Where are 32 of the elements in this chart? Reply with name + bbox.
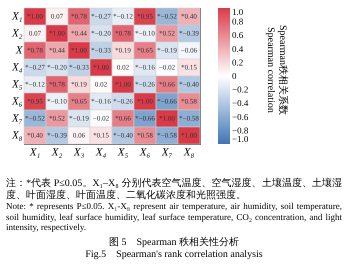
color-bar-label: 1.0 [232, 7, 244, 17]
text: Note: * represents P≤0.05. X₁-X₈ represent air temperature, air humidity, soil temperature, soil humidity, leaf surface humidity, leaf surface temperature, CO₂ concentration, and light intensity, respectively. [6, 201, 342, 232]
x-tick-label: X₅ [116, 146, 128, 158]
color-bar-label: 0.6 [232, 30, 244, 40]
x-tick-label: X₈ [182, 146, 194, 158]
y-tick-label: X₄ [10, 62, 23, 74]
y-tick-label: X [14, 44, 24, 56]
caption: Fig.5 Spearman's rank correlation analysis [84, 248, 264, 260]
x-tick-label: X₆ [138, 146, 150, 158]
x-tick-label: X₇ [160, 146, 172, 158]
color-bar-label: −0.6 [232, 112, 249, 122]
text: 注：*代表 P≤0.05。X₁–X₈ 分别代表空气温度、空气湿度、土壤温度、土壤湿度、叶面湿度、叶面温度、二氧化碳浓度和光照强度。 [6, 178, 342, 201]
caption: 图 5 Spearman 秩相关性分析 [108, 236, 240, 248]
color-bar-label: −0.8 [232, 125, 249, 136]
color-bar-label: 0.4 [232, 44, 244, 54]
color-bar-title: Spearman秩相关系数 Spearman correlation [265, 25, 289, 115]
x-tick-label: X₁ [28, 146, 40, 158]
y-tick-label: X₆ [10, 96, 23, 108]
x-tick-label: X₃ [72, 146, 84, 158]
y-tick-label: X₇ [10, 112, 23, 124]
color-bar-label: −1.0 [232, 134, 249, 144]
y-tick-label: X₅ [10, 78, 23, 90]
color-bar-label: −0.4 [232, 98, 249, 108]
y-tick-label: X₈ [10, 130, 23, 142]
x-tick-label: X₂ [50, 146, 62, 158]
color-bar-label: −0.2 [232, 84, 248, 95]
x-tick-label: X₄ [94, 146, 106, 158]
y-tick-label: X₂ [10, 28, 23, 40]
color-bar-label: 0.8 [232, 16, 244, 27]
color-bar-label: 0.2 [232, 57, 244, 68]
y-tick-label: X₁ [10, 10, 23, 22]
color-bar-label: 0 [232, 71, 237, 81]
